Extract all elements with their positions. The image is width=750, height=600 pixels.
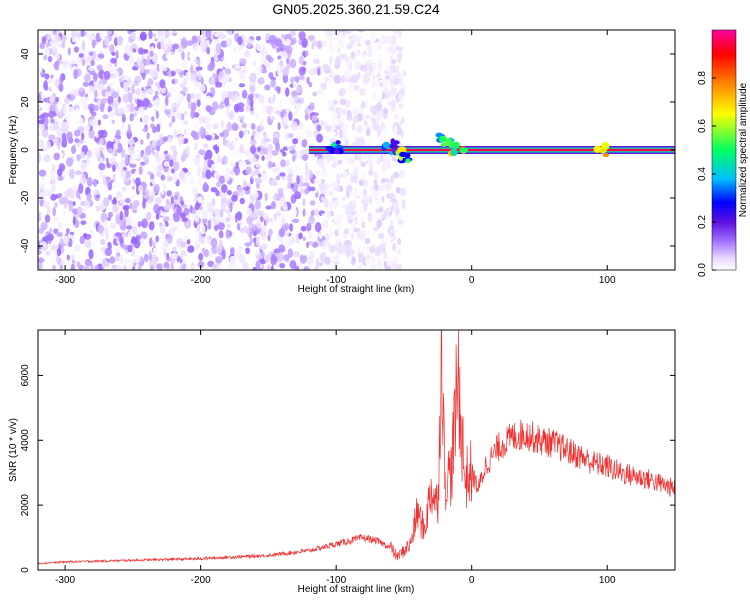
tone-burst bbox=[459, 147, 469, 153]
snr-x-tick-label: 100 bbox=[599, 575, 616, 586]
spectrogram-y-tick-label: 40 bbox=[20, 48, 31, 60]
colorbar-bar bbox=[711, 29, 737, 271]
spectrogram-x-label: Height of straight line (km) bbox=[298, 284, 415, 295]
colorbar-tick-label: 0.6 bbox=[697, 119, 708, 133]
snr-y-ticks: 0 2000 4000 6000 bbox=[20, 364, 675, 573]
tone-burst bbox=[453, 141, 460, 149]
tone-burst bbox=[397, 146, 407, 154]
tone-burst bbox=[440, 142, 447, 147]
colorbar-label: Normalized spectral amplitude bbox=[738, 82, 749, 217]
tone-burst bbox=[445, 138, 452, 146]
main-tone-core bbox=[309, 148, 675, 152]
spectrogram-y-tick-label: -20 bbox=[20, 190, 31, 205]
snr-x-label: Height of straight line (km) bbox=[298, 584, 415, 595]
spectrogram-y-tick-label: -40 bbox=[20, 238, 31, 253]
tone-burst bbox=[439, 135, 447, 143]
tone-burst bbox=[602, 153, 610, 158]
snr-frame bbox=[37, 329, 676, 571]
figure-title: GN05.2025.360.21.59.C24 bbox=[272, 1, 440, 17]
spectrogram-x-tick-label: -100 bbox=[326, 275, 346, 286]
spectrogram-y-tick-label: 0 bbox=[20, 147, 31, 153]
colorbar-tick-label: 0.8 bbox=[697, 71, 708, 85]
snr-background bbox=[38, 330, 675, 570]
tone-burst bbox=[593, 145, 602, 153]
snr-y-tick-label: 4000 bbox=[20, 429, 31, 452]
colorbar-tick-label: 0.2 bbox=[697, 215, 708, 229]
tone-burst bbox=[450, 148, 458, 157]
colorbar-ticks: 0.0 0.2 0.4 0.6 0.8 bbox=[697, 71, 716, 277]
colorbar-tick-label: 0.4 bbox=[697, 167, 708, 181]
snr-y-tick-label: 2000 bbox=[20, 494, 31, 517]
spectrogram-x-tick-label: 0 bbox=[469, 275, 475, 286]
colorbar: 0.0 0.2 0.4 0.6 0.8 Normalized spectral ampl… bbox=[697, 29, 749, 277]
snr-series-line bbox=[38, 330, 675, 565]
tone-burst bbox=[333, 148, 340, 155]
tone-burst bbox=[450, 140, 454, 148]
snr-x-tick-label: -100 bbox=[326, 575, 346, 586]
tone-burst bbox=[601, 141, 610, 150]
snr-x-tick-label: 0 bbox=[469, 575, 475, 586]
spectrogram-y-tick-label: 20 bbox=[20, 96, 31, 108]
snr-y-tick-label: 6000 bbox=[20, 364, 31, 387]
spectrogram-x-tick-label: -300 bbox=[55, 275, 75, 286]
spectrogram-x-tick-label: -200 bbox=[191, 275, 211, 286]
spectrogram-x-ticks: -300 -200 -100 0 100 bbox=[55, 30, 616, 286]
tone-burst bbox=[335, 140, 341, 145]
tone-burst bbox=[405, 158, 411, 164]
snr-x-tick-label: -200 bbox=[191, 575, 211, 586]
tone-burst bbox=[382, 141, 391, 149]
snr-y-tick-label: 0 bbox=[20, 567, 31, 573]
spectrogram-x-tick-label: 100 bbox=[599, 275, 616, 286]
snr-x-tick-label: -300 bbox=[55, 575, 75, 586]
tone-burst bbox=[390, 138, 396, 146]
spectrogram-marks bbox=[38, 30, 675, 270]
spectrogram-y-ticks: -40 -20 0 20 40 bbox=[20, 48, 675, 253]
snr-y-label: SNR (10 * v/v) bbox=[8, 418, 19, 482]
tone-burst bbox=[403, 152, 411, 159]
snr-x-ticks: -300 -200 -100 0 100 bbox=[55, 330, 616, 586]
spectrogram-y-label: Frequency (Hz) bbox=[8, 116, 19, 185]
colorbar-tick-label: 0.0 bbox=[697, 263, 708, 277]
